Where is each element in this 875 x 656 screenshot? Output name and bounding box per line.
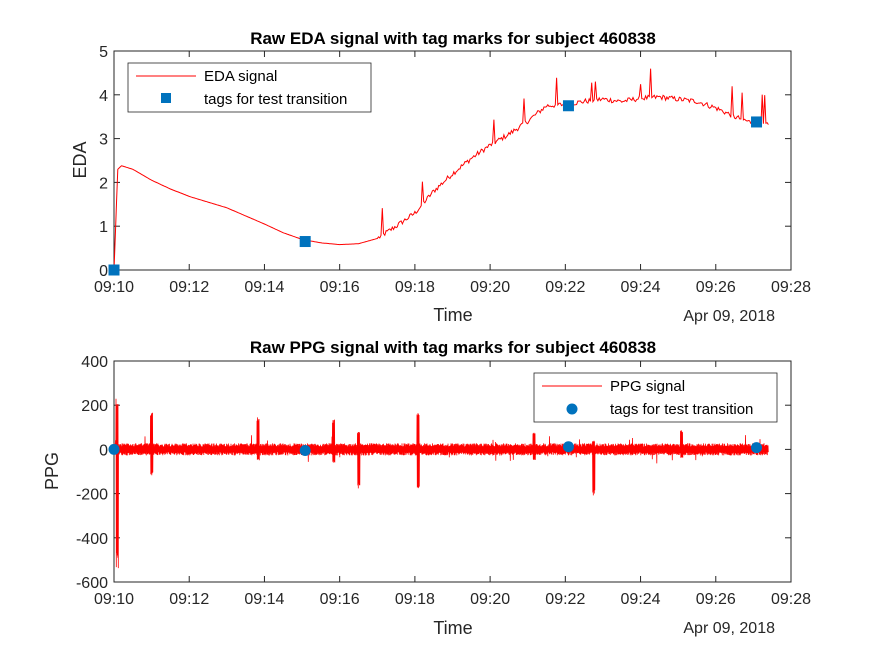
ppg-series [108, 398, 769, 569]
ppg-date-label: Apr 09, 2018 [683, 620, 775, 637]
eda-tag-marker [299, 236, 311, 248]
ppg-xtick-label: 09:18 [395, 591, 435, 608]
eda-ytick-label: 4 [99, 88, 108, 105]
ppg-legend: PPG signal tags for test transition [533, 372, 778, 423]
eda-xtick-label: 09:10 [94, 279, 134, 296]
eda-ytick-label: 0 [99, 263, 108, 280]
eda-xtick-label: 09:18 [395, 279, 435, 296]
ppg-tag-marker [751, 442, 763, 454]
eda-legend-square-swatch [161, 93, 171, 103]
ppg-ticks: 09:10 09:12 09:14 09:16 09:18 09:20 09:22 09:24… [76, 354, 811, 608]
eda-tag-marker [562, 100, 574, 112]
eda-tag-marker [751, 116, 763, 128]
eda-axes: Raw EDA signal with tag marks for subjec… [70, 29, 811, 325]
eda-ytick-label: 5 [99, 44, 108, 61]
ppg-legend-circle-swatch [566, 403, 578, 415]
eda-legend-label-tags: tags for test transition [204, 91, 347, 108]
eda-ticks: 09:10 09:12 09:14 09:16 09:18 09:20 09:22 09:24… [94, 44, 811, 296]
ppg-ytick-label: -400 [76, 531, 108, 548]
ppg-xtick-label: 09:20 [470, 591, 510, 608]
ppg-xtick-label: 09:26 [696, 591, 736, 608]
ppg-xtick-label: 09:14 [244, 591, 284, 608]
ppg-xtick-label: 09:28 [771, 591, 811, 608]
ppg-xtick-label: 09:16 [320, 591, 360, 608]
ppg-ytick-label: 400 [81, 354, 108, 371]
eda-xtick-label: 09:28 [771, 279, 811, 296]
ppg-ytick-label: 0 [99, 442, 108, 459]
eda-xtick-label: 09:24 [621, 279, 661, 296]
ppg-xtick-label: 09:12 [169, 591, 209, 608]
ppg-legend-label-tags: tags for test transition [610, 401, 753, 418]
eda-xtick-label: 09:16 [320, 279, 360, 296]
eda-title: Raw EDA signal with tag marks for subjec… [250, 29, 656, 48]
eda-xtick-label: 09:12 [169, 279, 209, 296]
eda-date-label: Apr 09, 2018 [683, 308, 775, 325]
ppg-tag-marker [299, 445, 311, 457]
eda-series [108, 68, 769, 276]
ppg-ylabel: PPG [42, 452, 62, 490]
ppg-signal-line [113, 398, 769, 569]
ppg-ytick-label: -600 [76, 575, 108, 592]
eda-tag-marker [108, 264, 120, 276]
ppg-axes: Raw PPG signal with tag marks for subjec… [42, 338, 811, 638]
eda-ytick-label: 1 [99, 219, 108, 236]
eda-xtick-label: 09:20 [470, 279, 510, 296]
eda-ytick-label: 2 [99, 175, 108, 192]
eda-legend-label-signal: EDA signal [204, 68, 277, 85]
eda-xtick-label: 09:22 [545, 279, 585, 296]
eda-xlabel: Time [433, 305, 472, 325]
eda-ytick-label: 3 [99, 132, 108, 149]
ppg-title: Raw PPG signal with tag marks for subjec… [250, 338, 656, 357]
ppg-ytick-label: 200 [81, 398, 108, 415]
ppg-ytick-label: -200 [76, 487, 108, 504]
ppg-xtick-label: 09:22 [545, 591, 585, 608]
ppg-xlabel: Time [433, 618, 472, 638]
ppg-tag-marker [562, 441, 574, 453]
eda-xtick-label: 09:14 [244, 279, 284, 296]
ppg-tag-marker [108, 443, 120, 455]
eda-legend-box [127, 62, 372, 113]
eda-legend: EDA signal tags for test transition [127, 62, 372, 113]
ppg-xtick-label: 09:24 [621, 591, 661, 608]
ppg-legend-label-signal: PPG signal [610, 378, 685, 395]
eda-signal-line [113, 68, 769, 271]
eda-xtick-label: 09:26 [696, 279, 736, 296]
eda-ylabel: EDA [70, 141, 90, 178]
ppg-xtick-label: 09:10 [94, 591, 134, 608]
